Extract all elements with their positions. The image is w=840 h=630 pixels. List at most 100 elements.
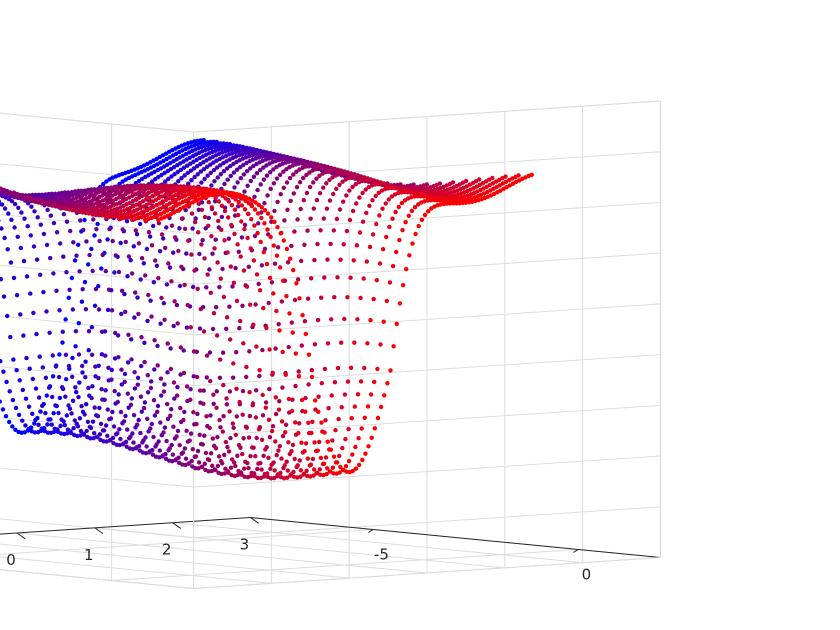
data-point xyxy=(112,356,118,361)
data-point xyxy=(188,397,193,402)
data-point xyxy=(79,299,85,304)
data-point xyxy=(193,454,199,459)
data-point xyxy=(166,261,171,266)
data-point xyxy=(81,227,86,233)
data-point xyxy=(237,399,242,405)
data-point xyxy=(242,207,248,212)
data-point xyxy=(178,405,183,411)
data-point xyxy=(490,175,495,181)
data-point xyxy=(341,242,346,247)
data-point xyxy=(196,207,201,212)
data-point xyxy=(221,382,226,388)
data-point xyxy=(196,201,201,206)
data-point xyxy=(242,222,248,228)
data-point xyxy=(309,430,314,436)
data-point xyxy=(18,245,23,251)
data-point xyxy=(53,403,58,408)
data-point xyxy=(370,232,376,237)
data-point xyxy=(333,168,338,173)
data-point xyxy=(115,399,121,405)
data-point xyxy=(257,368,262,373)
data-point xyxy=(129,396,134,401)
data-point xyxy=(266,417,272,422)
data-point xyxy=(303,395,308,401)
data-point xyxy=(20,387,25,393)
data-point xyxy=(313,163,318,168)
x-tick-label: 2 xyxy=(162,541,172,559)
data-point xyxy=(378,404,384,410)
data-point xyxy=(231,425,236,430)
data-point xyxy=(167,446,172,451)
data-point xyxy=(0,399,2,404)
data-point xyxy=(177,443,182,448)
data-point xyxy=(232,231,237,237)
data-point xyxy=(311,473,316,478)
data-point xyxy=(246,201,251,206)
data-point xyxy=(186,238,191,243)
data-point xyxy=(243,198,248,203)
data-point xyxy=(9,199,15,204)
floor-back-line xyxy=(193,556,661,590)
data-point xyxy=(0,199,2,204)
data-point xyxy=(240,303,245,308)
data-point xyxy=(324,181,329,186)
data-point xyxy=(155,343,160,349)
data-point xyxy=(299,440,304,445)
data-point xyxy=(63,377,69,382)
data-point xyxy=(178,161,183,166)
data-point xyxy=(19,210,24,215)
axes-box xyxy=(0,100,661,590)
data-point xyxy=(204,375,209,380)
data-point xyxy=(263,447,268,452)
data-point xyxy=(10,397,16,403)
data-point xyxy=(136,241,142,246)
data-point xyxy=(60,340,65,345)
data-point xyxy=(300,313,305,318)
data-point xyxy=(149,179,155,184)
data-point xyxy=(312,257,317,263)
data-point xyxy=(360,457,365,463)
data-point xyxy=(158,321,163,326)
data-point xyxy=(274,176,280,181)
data-point xyxy=(256,281,261,287)
data-point xyxy=(224,166,230,171)
data-point xyxy=(171,250,176,255)
data-point xyxy=(154,263,160,268)
data-point xyxy=(1,369,6,374)
data-point xyxy=(357,195,362,200)
data-point xyxy=(286,440,291,445)
data-point xyxy=(304,172,309,178)
data-point xyxy=(143,273,148,278)
data-point xyxy=(135,375,141,380)
data-point xyxy=(44,393,49,398)
data-point xyxy=(7,419,12,425)
data-point xyxy=(5,313,10,319)
data-point xyxy=(400,283,406,288)
data-point xyxy=(240,412,245,417)
data-point xyxy=(174,434,179,439)
data-point xyxy=(264,173,270,178)
data-point xyxy=(168,366,174,372)
data-point xyxy=(179,216,185,221)
data-point xyxy=(326,406,331,411)
data-point xyxy=(86,329,92,334)
data-point xyxy=(308,462,314,467)
data-point xyxy=(319,165,325,170)
data-point xyxy=(349,416,354,421)
data-point xyxy=(303,441,309,446)
data-point xyxy=(328,447,334,452)
data-point xyxy=(33,417,38,423)
data-point xyxy=(231,170,237,175)
data-point xyxy=(138,277,143,282)
data-point xyxy=(193,466,198,471)
data-point xyxy=(0,219,1,222)
data-point xyxy=(158,420,163,425)
data-point xyxy=(323,165,328,170)
data-point xyxy=(215,260,220,265)
data-point xyxy=(135,382,140,387)
data-point xyxy=(195,172,200,177)
data-point xyxy=(263,400,269,405)
data-point xyxy=(251,258,257,263)
data-point xyxy=(288,472,294,477)
